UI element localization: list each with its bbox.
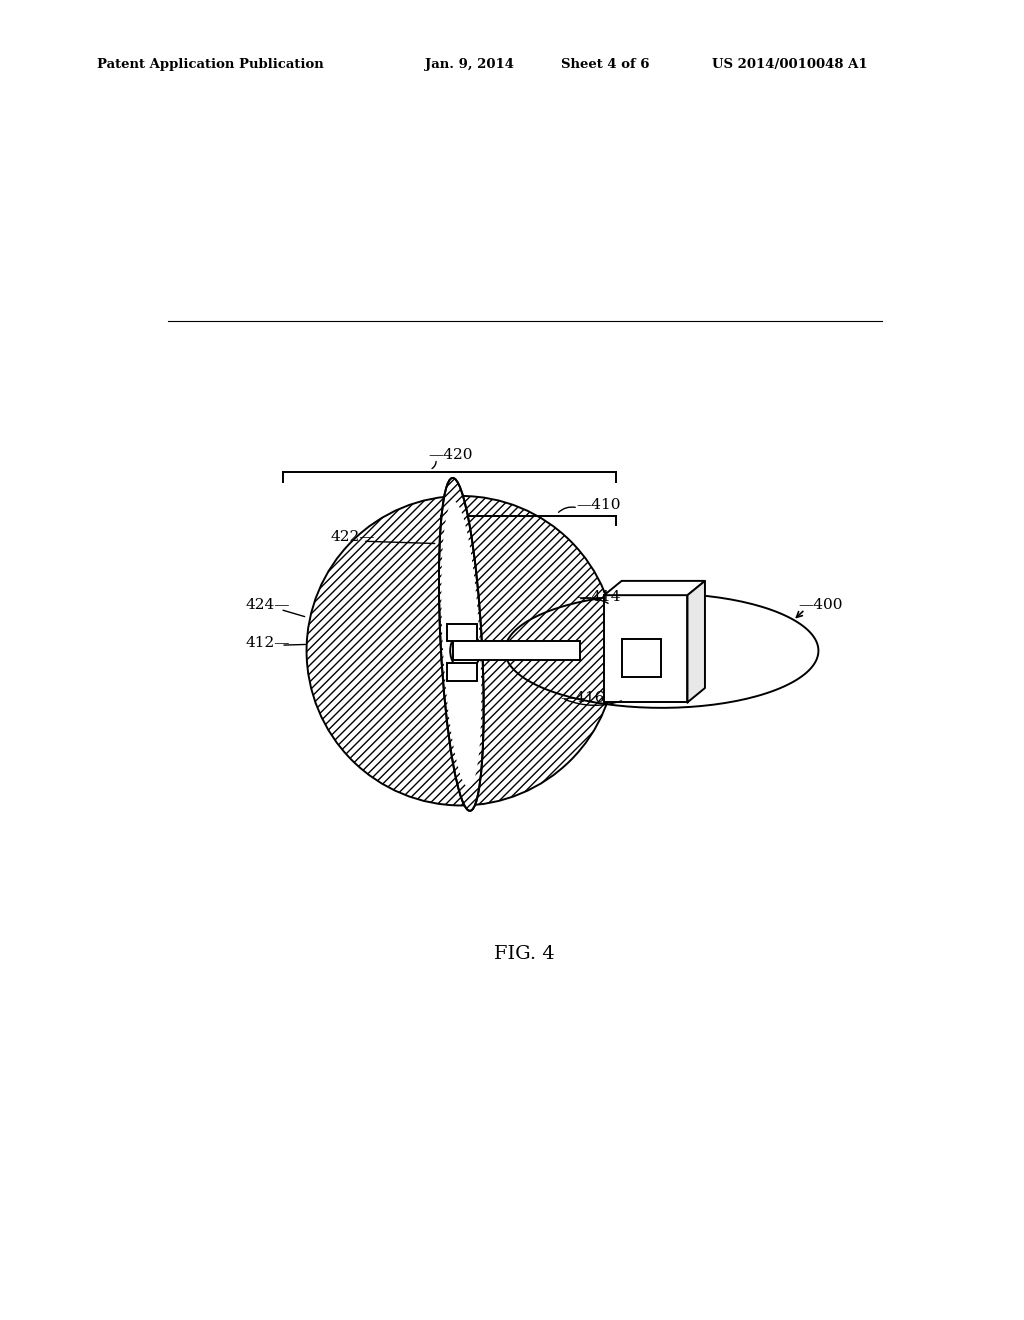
Text: FIG. 4: FIG. 4 <box>495 945 555 962</box>
Text: —400: —400 <box>799 598 843 612</box>
Text: 424—: 424— <box>246 598 290 612</box>
Bar <box>623 639 660 677</box>
Ellipse shape <box>441 502 481 787</box>
Polygon shape <box>687 581 705 702</box>
Polygon shape <box>604 581 705 595</box>
Text: US 2014/0010048 A1: US 2014/0010048 A1 <box>712 58 867 71</box>
Text: —410: —410 <box>577 499 621 512</box>
Text: 422—: 422— <box>331 531 375 544</box>
Bar <box>447 624 477 642</box>
Bar <box>447 664 477 681</box>
Bar <box>604 595 687 702</box>
Text: Jan. 9, 2014: Jan. 9, 2014 <box>425 58 514 71</box>
Text: Patent Application Publication: Patent Application Publication <box>97 58 324 71</box>
Text: —420: —420 <box>428 447 472 462</box>
Text: 412—: 412— <box>246 636 290 649</box>
Ellipse shape <box>439 478 483 810</box>
Text: —414: —414 <box>577 590 621 603</box>
Text: —416: —416 <box>560 692 605 705</box>
Text: Sheet 4 of 6: Sheet 4 of 6 <box>561 58 649 71</box>
Polygon shape <box>505 594 818 708</box>
Ellipse shape <box>451 631 480 671</box>
Bar <box>454 642 581 660</box>
Circle shape <box>306 496 616 805</box>
